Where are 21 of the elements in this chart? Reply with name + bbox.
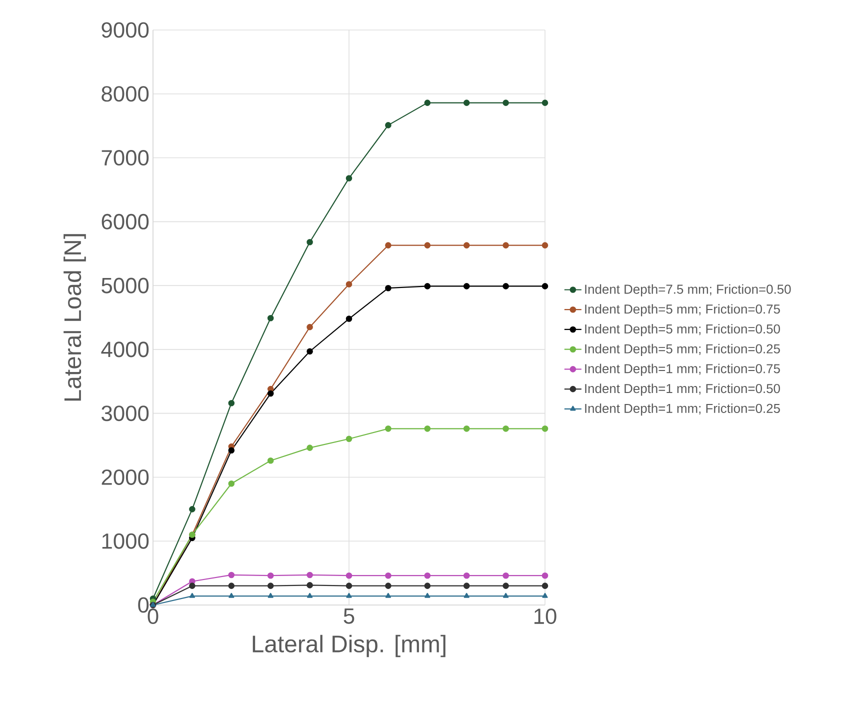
legend-label: Indent Depth=1 mm; Friction=0.50 (585, 384, 780, 396)
legend-label: Indent Depth=7.5 mm; Friction=0.50 (585, 284, 791, 296)
y-tick-label: 0 (138, 597, 149, 613)
legend-label: Indent Depth=1 mm; Friction=0.25 (585, 403, 780, 416)
legend-label: Indent Depth=5 mm; Friction=0.75 (585, 304, 780, 316)
y-tick-label: 4000 (101, 342, 149, 358)
y-axis-title: Lateral Load [N] (64, 234, 86, 401)
y-tick-label: 3000 (102, 406, 149, 422)
legend-label: Indent Depth=1 mm; Friction=0.75 (585, 364, 780, 376)
y-tick-label: 6000 (102, 214, 149, 230)
y-tick-label: 2000 (102, 469, 149, 485)
x-axis-title: Lateral Disp. [mm] (252, 634, 446, 658)
x-tick-label: 5 (344, 608, 354, 624)
x-tick-label: 10 (534, 608, 556, 624)
y-tick-label: 8000 (102, 86, 149, 102)
y-tick-label: 9000 (102, 22, 149, 38)
y-tick-label: 7000 (102, 150, 149, 166)
y-tick-label: 1000 (102, 533, 149, 549)
legend-label: Indent Depth=5 mm; Friction=0.25 (585, 344, 780, 356)
legend-label: Indent Depth=5 mm; Friction=0.50 (585, 324, 780, 336)
y-tick-label: 5000 (102, 278, 149, 294)
